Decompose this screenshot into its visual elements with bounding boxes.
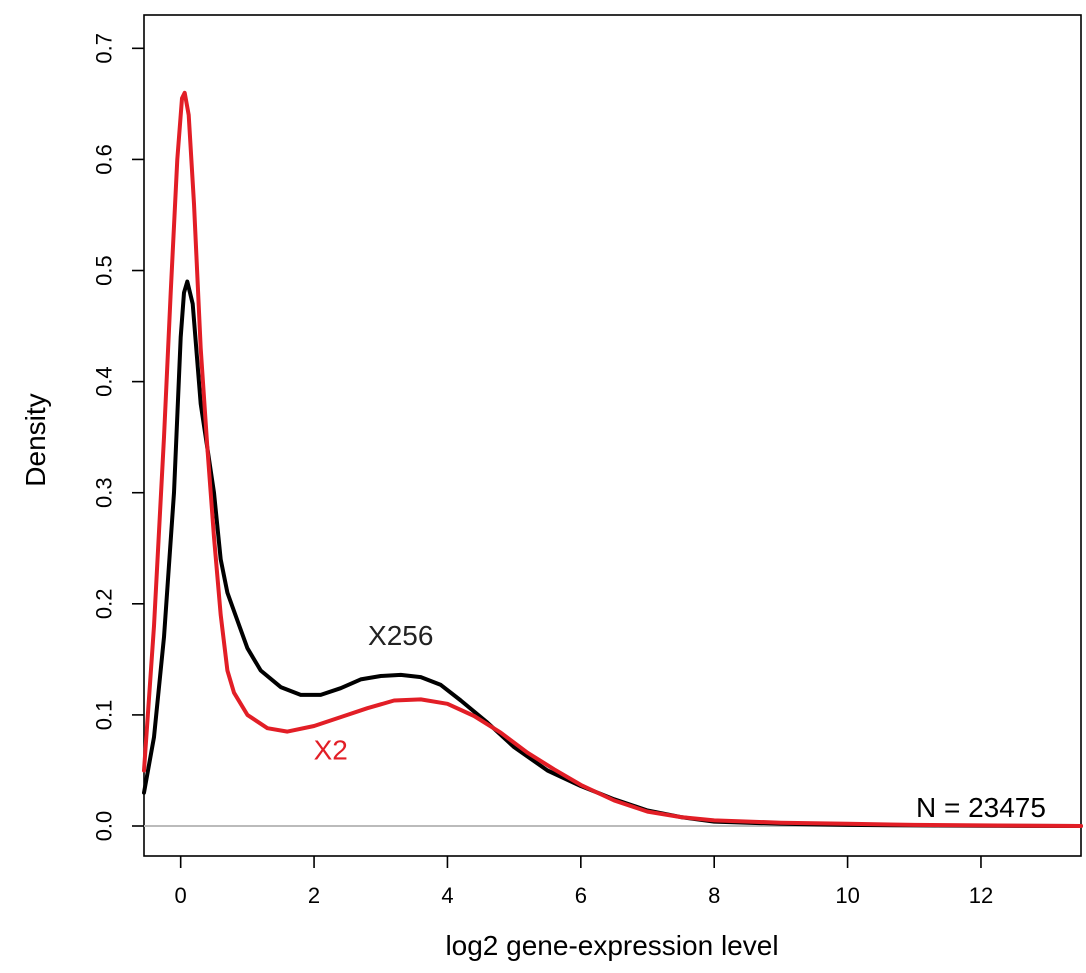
series-line-x2 — [142, 90, 1083, 828]
series-lines — [142, 90, 1083, 828]
y-tick-label: 0.5 — [92, 255, 117, 286]
y-tick-label: 0.7 — [92, 33, 117, 64]
x-tick-label: 4 — [441, 883, 453, 908]
series-line-x256 — [142, 279, 1083, 828]
y-tick-label: 0.6 — [92, 144, 117, 175]
annotation-label: N = 23475 — [916, 792, 1046, 823]
y-tick-label: 0.0 — [92, 811, 117, 842]
y-tick-label: 0.4 — [92, 366, 117, 397]
annotations: X256 X2 N = 23475 — [314, 620, 1046, 823]
plot-frame — [143, 14, 1082, 857]
x-tick-label: 2 — [308, 883, 320, 908]
y-axis-title: Density — [20, 393, 51, 486]
x-axis-title: log2 gene-expression level — [445, 930, 778, 961]
x-tick-label: 8 — [708, 883, 720, 908]
x-tick-label: 10 — [835, 883, 859, 908]
annotation-label: X2 — [314, 734, 348, 765]
x-tick-label: 12 — [969, 883, 993, 908]
x-tick-label: 6 — [575, 883, 587, 908]
x-axis: 0 2 4 6 8 10 12 — [175, 856, 993, 908]
x-tick-label: 0 — [175, 883, 187, 908]
y-axis: 0.0 0.1 0.2 0.3 0.4 0.5 0.6 0.7 — [92, 33, 144, 842]
y-tick-label: 0.3 — [92, 477, 117, 508]
y-tick-label: 0.1 — [92, 700, 117, 731]
y-tick-label: 0.2 — [92, 589, 117, 620]
annotation-label: X256 — [368, 620, 433, 651]
